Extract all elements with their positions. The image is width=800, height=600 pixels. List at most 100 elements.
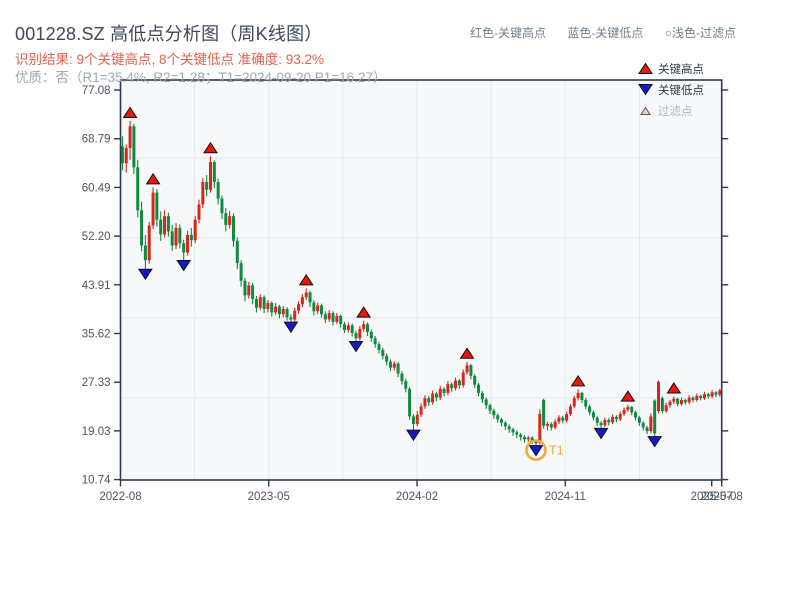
candle-body xyxy=(377,344,381,351)
candle-body xyxy=(304,292,308,298)
candle-body xyxy=(591,412,595,418)
candle-body xyxy=(350,325,354,334)
candle-body xyxy=(614,416,618,420)
candle-body xyxy=(695,395,699,400)
candle-body xyxy=(262,297,266,309)
candle-body xyxy=(714,392,718,395)
candle-body xyxy=(607,419,611,423)
x-tick-label: 2023-05 xyxy=(248,491,290,503)
candle-body xyxy=(637,417,641,423)
candle-body xyxy=(159,219,163,235)
recognition-result-text: 识别结果: 9个关键高点, 8个关键低点 准确度: 93.2% xyxy=(15,52,325,67)
candle-body xyxy=(622,409,626,415)
key-low-marker xyxy=(593,427,609,440)
candle-body xyxy=(431,393,435,403)
legend-item-key-low: 关键低点 xyxy=(637,79,704,100)
plot-background xyxy=(120,80,722,480)
candle-body xyxy=(132,126,136,168)
y-tick-label: 10.74 xyxy=(82,475,111,487)
candle-body xyxy=(155,192,159,220)
candle-body xyxy=(611,416,615,423)
candle-body xyxy=(538,414,542,443)
candle-body xyxy=(178,227,182,244)
quality-metrics-text: 优质：否（R1=35.4%, R2=1.28；T1=2024-09-20 P1=… xyxy=(15,70,387,85)
candle-body xyxy=(668,401,672,406)
candle-body xyxy=(534,441,538,444)
key-low-marker xyxy=(528,445,544,457)
candle-body xyxy=(496,415,500,420)
candle-body xyxy=(691,397,695,400)
candle-body xyxy=(369,331,373,339)
candle-body xyxy=(293,310,297,320)
candle-body xyxy=(427,398,431,403)
key-low-marker xyxy=(176,259,192,272)
chart-legend: 关键高点 关键低点 过滤点 xyxy=(637,58,704,121)
candle-body xyxy=(197,204,201,220)
candle-body xyxy=(568,406,572,415)
candle-body xyxy=(354,333,358,339)
page-title: 001228.SZ 高低点分析图（周K线图） xyxy=(15,24,323,44)
candle-body xyxy=(404,381,408,389)
candle-body xyxy=(557,417,561,422)
x-tick-label: 2024-02 xyxy=(396,491,438,503)
candle-body xyxy=(320,305,324,315)
candle-body xyxy=(702,394,706,399)
candle-body xyxy=(442,388,446,393)
candle-body xyxy=(266,303,270,309)
candle-body xyxy=(136,167,140,211)
candle-body xyxy=(335,315,339,322)
candle-body xyxy=(641,422,645,428)
candle-body xyxy=(228,216,232,225)
candle-body xyxy=(205,182,209,190)
candle-body xyxy=(331,313,335,322)
color-key-high: 红色-关键高点 xyxy=(470,26,547,40)
candle-body xyxy=(281,308,285,315)
x-tick-label: 2025-08 xyxy=(701,491,743,503)
candle-body xyxy=(277,306,281,315)
candle-body xyxy=(216,182,220,199)
key-high-marker xyxy=(356,306,372,318)
key-high-marker xyxy=(298,273,314,286)
key-high-marker xyxy=(203,141,218,154)
y-tick-label: 77.08 xyxy=(82,85,111,97)
down-triangle-icon xyxy=(637,83,654,96)
x-tick-label: 2022-08 xyxy=(99,491,141,503)
candle-body xyxy=(308,292,312,303)
candle-body xyxy=(572,398,576,407)
candle-body xyxy=(626,407,630,410)
candle-body xyxy=(400,373,404,382)
candle-body xyxy=(477,384,481,393)
candle-body xyxy=(599,422,603,426)
kline-chart-svg: T1 77.08 68.79 60.49 52.20 43.91 35.62 27.33 19.… xyxy=(82,79,743,503)
y-tick-label: 27.33 xyxy=(82,377,111,389)
candle-body xyxy=(247,285,251,296)
color-key-filtered: ○浅色-过滤点 xyxy=(664,26,736,40)
candle-body xyxy=(170,231,174,246)
legend-label: 过滤点 xyxy=(658,105,693,118)
candle-body xyxy=(676,398,680,405)
candle-body xyxy=(208,162,212,190)
candle-body xyxy=(201,182,205,205)
candle-body xyxy=(522,436,526,440)
candle-body xyxy=(507,426,511,430)
y-tick-label: 35.62 xyxy=(82,329,111,341)
candle-body xyxy=(270,303,274,313)
candle-body xyxy=(392,363,396,368)
candle-body xyxy=(450,384,454,389)
legend-label: 关键高点 xyxy=(658,63,704,76)
candle-body xyxy=(488,405,492,411)
candle-body xyxy=(362,324,366,329)
t1-label: T1 xyxy=(549,444,564,458)
y-tick-label: 52.20 xyxy=(82,231,111,243)
candle-body xyxy=(323,314,327,320)
candle-body xyxy=(289,317,293,320)
candle-body xyxy=(457,380,461,386)
candle-body xyxy=(163,216,167,235)
candle-body xyxy=(415,414,419,425)
y-tick-label: 60.49 xyxy=(82,182,111,194)
candle-body xyxy=(193,219,197,241)
candle-body xyxy=(446,384,450,393)
candle-body xyxy=(679,399,683,405)
candle-body xyxy=(147,225,151,261)
key-high-marker xyxy=(122,106,138,119)
